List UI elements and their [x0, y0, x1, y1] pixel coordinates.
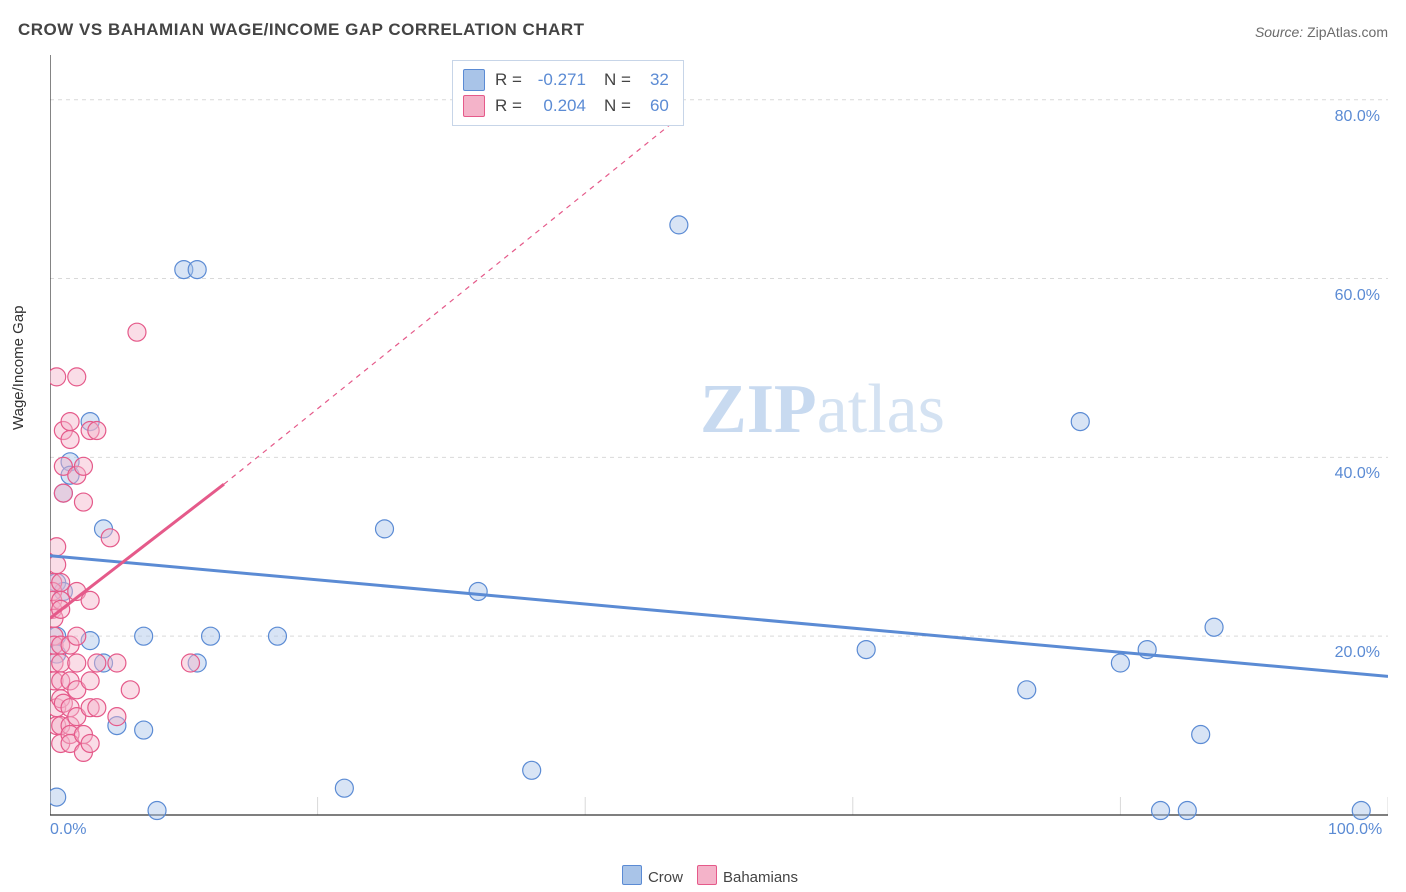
- data-point: [108, 708, 126, 726]
- y-tick-label: 60.0%: [1320, 287, 1380, 305]
- data-point: [108, 654, 126, 672]
- y-tick-label: 80.0%: [1320, 108, 1380, 126]
- source-attribution: Source: ZipAtlas.com: [1255, 24, 1388, 40]
- data-point: [148, 802, 166, 820]
- data-point: [68, 654, 86, 672]
- data-point: [181, 654, 199, 672]
- data-point: [1071, 413, 1089, 431]
- legend-label: Bahamians: [723, 869, 798, 886]
- correlation-stats-box: R =-0.271 N =32 R =0.204 N =60: [452, 60, 684, 126]
- n-label: N =: [604, 96, 631, 116]
- data-point: [121, 681, 139, 699]
- stats-row: R =0.204 N =60: [463, 93, 673, 119]
- x-tick-label: 0.0%: [50, 821, 86, 839]
- r-label: R =: [495, 96, 522, 116]
- data-point: [376, 520, 394, 538]
- data-point: [523, 761, 541, 779]
- stats-row: R =-0.271 N =32: [463, 67, 673, 93]
- data-point: [188, 261, 206, 279]
- n-value: 60: [635, 96, 669, 116]
- y-tick-label: 40.0%: [1320, 465, 1380, 483]
- source-value: ZipAtlas.com: [1307, 24, 1388, 40]
- data-point: [74, 493, 92, 511]
- data-point: [670, 216, 688, 234]
- data-point: [1178, 802, 1196, 820]
- source-label: Source:: [1255, 24, 1303, 40]
- data-point: [128, 323, 146, 341]
- x-tick-label: 100.0%: [1328, 821, 1382, 839]
- data-point: [50, 788, 66, 806]
- data-point: [68, 368, 86, 386]
- trend-line-extrapolated: [224, 118, 679, 485]
- plot-svg: [50, 55, 1388, 845]
- y-tick-label: 20.0%: [1320, 644, 1380, 662]
- data-point: [135, 627, 153, 645]
- data-point: [88, 654, 106, 672]
- bottom-legend: Crow Bahamians: [0, 865, 1406, 886]
- data-point: [81, 591, 99, 609]
- legend-swatch: [697, 865, 717, 885]
- series-swatch: [463, 69, 485, 91]
- data-point: [101, 529, 119, 547]
- scatter-plot: [50, 55, 1388, 845]
- data-point: [135, 721, 153, 739]
- data-point: [81, 672, 99, 690]
- series-swatch: [463, 95, 485, 117]
- data-point: [1018, 681, 1036, 699]
- data-point: [1192, 726, 1210, 744]
- r-value: 0.204: [526, 96, 586, 116]
- legend-swatch: [622, 865, 642, 885]
- data-point: [1152, 802, 1170, 820]
- data-point: [50, 538, 66, 556]
- r-label: R =: [495, 70, 522, 90]
- data-point: [857, 641, 875, 659]
- data-point: [1111, 654, 1129, 672]
- data-point: [74, 457, 92, 475]
- data-point: [1205, 618, 1223, 636]
- data-point: [52, 654, 70, 672]
- data-point: [1352, 802, 1370, 820]
- data-point: [50, 368, 66, 386]
- n-value: 32: [635, 70, 669, 90]
- data-point: [202, 627, 220, 645]
- data-point: [54, 484, 72, 502]
- chart-title: CROW VS BAHAMIAN WAGE/INCOME GAP CORRELA…: [18, 20, 584, 40]
- data-point: [61, 413, 79, 431]
- legend-label: Crow: [648, 869, 683, 886]
- data-point: [469, 582, 487, 600]
- y-axis-label: Wage/Income Gap: [10, 305, 27, 430]
- data-point: [88, 699, 106, 717]
- n-label: N =: [604, 70, 631, 90]
- r-value: -0.271: [526, 70, 586, 90]
- data-point: [52, 574, 70, 592]
- data-point: [61, 430, 79, 448]
- data-point: [88, 422, 106, 440]
- trend-line: [50, 556, 1388, 677]
- data-point: [68, 627, 86, 645]
- data-point: [268, 627, 286, 645]
- data-point: [335, 779, 353, 797]
- data-point: [81, 734, 99, 752]
